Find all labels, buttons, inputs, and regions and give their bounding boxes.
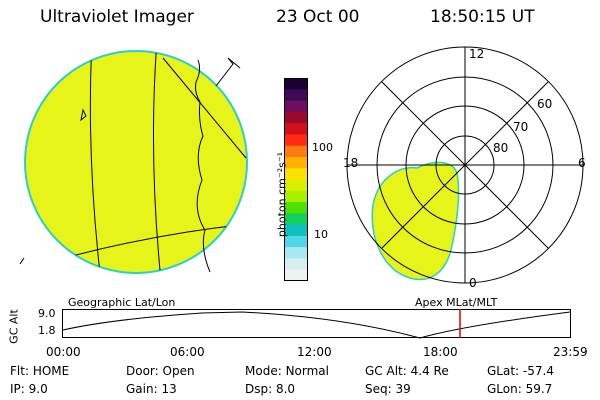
coastline (80, 108, 87, 122)
timeline-axis-label: GC Alt (7, 309, 21, 344)
instrument-title: Ultraviolet Imager (40, 7, 194, 27)
earth-disk (24, 50, 248, 274)
mlt-label-18: 18 (343, 156, 359, 170)
status-ip: IP: 9.0 (10, 382, 48, 396)
earth-disk-image (19, 50, 248, 274)
colorbar-swatch (284, 179, 308, 192)
status-glat: GLat: -57.4 (487, 364, 554, 378)
x-tick-1800: 18:00 (423, 345, 458, 359)
colorbar-swatch (284, 269, 308, 281)
colorbar-tick-10: 10 (314, 228, 328, 241)
mlt-label-6: 6 (578, 156, 586, 170)
status-flt: Flt: HOME (10, 364, 70, 378)
x-tick-1200: 12:00 (297, 345, 332, 359)
x-tick-0600: 06:00 (170, 345, 205, 359)
altitude-curve (62, 311, 571, 339)
colorbar-swatch (284, 89, 308, 102)
meridian-line (89, 51, 103, 273)
color-scale-bar (284, 78, 308, 281)
polar-mlt-plot (346, 46, 584, 284)
status-gain: Gain: 13 (126, 382, 177, 396)
colorbar-swatch (284, 224, 308, 237)
colorbar-swatch (284, 145, 308, 158)
colorbar-swatch (284, 156, 308, 169)
coastline (215, 57, 241, 87)
mlt-label-0: 0 (469, 276, 477, 290)
colorbar-swatch (284, 100, 308, 113)
date-label: 23 Oct 00 (276, 7, 360, 27)
apex-label: Apex MLat/MLT (415, 296, 498, 309)
mlt-meridian-diagonal (378, 78, 552, 252)
timeline-frame (62, 309, 571, 338)
colorbar-swatch (284, 247, 308, 259)
lat-label-60: 60 (537, 97, 553, 111)
parallel-line (19, 257, 25, 265)
y-tick-1.8: 1.8 (38, 324, 56, 337)
lat-label-70: 70 (513, 120, 529, 134)
colorbar-swatch (284, 78, 308, 90)
status-mode: Mode: Normal (245, 364, 329, 378)
status-dsp: Dsp: 8.0 (245, 382, 296, 396)
colorbar-swatch (284, 202, 308, 214)
colorbar-swatch (284, 235, 308, 248)
lat-label-80: 80 (493, 141, 509, 155)
colorbar-swatch (284, 168, 308, 180)
altitude-timeline (62, 309, 571, 339)
meridian-line (162, 57, 247, 159)
geographic-label: Geographic Lat/Lon (68, 296, 176, 309)
coastline (195, 59, 211, 273)
colorbar-swatch (284, 134, 308, 147)
colorbar-swatch (284, 190, 308, 203)
colorbar-swatch (284, 123, 308, 135)
status-door: Door: Open (126, 364, 195, 378)
colorbar-swatch (284, 213, 308, 226)
colorbar-swatch (284, 258, 308, 271)
x-tick-2359: 23:59 (553, 345, 588, 359)
status-gc-alt: GC Alt: 4.4 Re (365, 364, 449, 378)
y-tick-9: 9.0 (38, 307, 56, 320)
colorbar-tick-100: 100 (312, 141, 333, 154)
colorbar-swatch (284, 111, 308, 124)
status-seq: Seq: 39 (365, 382, 411, 396)
meridian-line (152, 51, 163, 273)
x-tick-0000: 00:00 (46, 345, 81, 359)
mlt-label-12: 12 (469, 47, 485, 61)
colorbar-unit-label: photon cm⁻²s⁻¹ (275, 151, 289, 238)
time-label: 18:50:15 UT (430, 7, 535, 27)
colorbar-frame (284, 78, 308, 281)
status-glon: GLon: 59.7 (487, 382, 553, 396)
